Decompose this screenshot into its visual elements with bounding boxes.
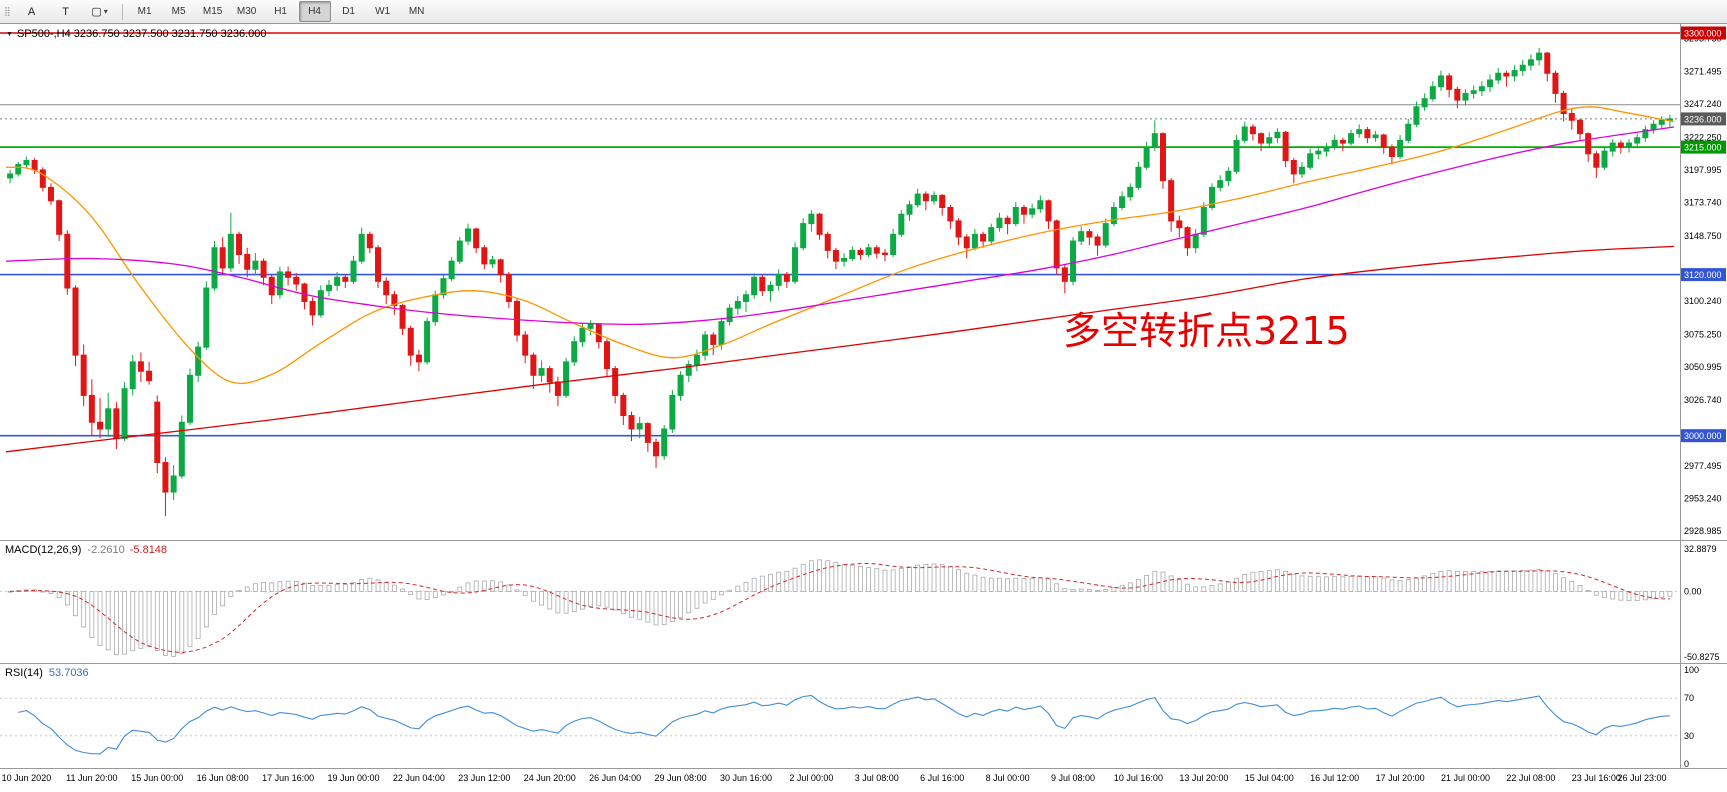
svg-text:3197.995: 3197.995: [1684, 165, 1722, 175]
svg-text:22 Jun 04:00: 22 Jun 04:00: [393, 773, 445, 783]
price-label-boxes: 3300.000 3215.000 3120.000 3000.000 3236.000: [1681, 26, 1726, 443]
svg-text:3215.000: 3215.000: [1684, 143, 1722, 153]
svg-text:100: 100: [1684, 665, 1699, 675]
timeframe-button-m1[interactable]: M1: [137, 6, 152, 17]
svg-text:2953.240: 2953.240: [1684, 493, 1722, 503]
svg-text:32.8879: 32.8879: [1684, 544, 1717, 554]
timeframe-button-m15[interactable]: M15: [202, 6, 223, 17]
price-axis: 3295.7503271.4953247.2403222.2503197.995…: [1684, 34, 1722, 536]
svg-text:23 Jul 16:00: 23 Jul 16:00: [1572, 773, 1621, 783]
text-label-button[interactable]: T: [62, 5, 69, 18]
svg-text:30: 30: [1684, 731, 1694, 741]
svg-text:10 Jul 16:00: 10 Jul 16:00: [1114, 773, 1163, 783]
svg-text:21 Jul 00:00: 21 Jul 00:00: [1441, 773, 1490, 783]
svg-text:3247.240: 3247.240: [1684, 99, 1722, 109]
svg-text:11 Jun 20:00: 11 Jun 20:00: [66, 773, 117, 783]
rsi-panel: 100 70 30 0: [0, 665, 1699, 769]
svg-text:15 Jun 00:00: 15 Jun 00:00: [131, 773, 183, 783]
svg-text:23 Jun 12:00: 23 Jun 12:00: [458, 773, 510, 783]
arrow-text-button[interactable]: A: [27, 5, 36, 18]
moving-averages-layer: [5, 106, 1675, 453]
svg-text:26 Jul 23:00: 26 Jul 23:00: [1617, 773, 1666, 783]
svg-text:3271.495: 3271.495: [1684, 66, 1722, 76]
svg-text:13 Jul 20:00: 13 Jul 20:00: [1179, 773, 1228, 783]
svg-text:16 Jun 08:00: 16 Jun 08:00: [197, 773, 249, 783]
svg-text:3120.000: 3120.000: [1684, 270, 1722, 280]
timeframe-button-d1[interactable]: D1: [342, 6, 355, 17]
svg-text:3173.740: 3173.740: [1684, 197, 1722, 207]
toolbar: ⣿ A T ▢ ▾ M1 M5 M15 M30 H1 H4 D1 W1 MN: [0, 0, 1727, 24]
shapes-dropdown-button[interactable]: ▢ ▾: [84, 1, 116, 22]
svg-text:-50.8275: -50.8275: [1684, 652, 1720, 662]
timeframe-button-m5[interactable]: M5: [171, 6, 186, 17]
timeframe-button-mn[interactable]: MN: [408, 6, 425, 17]
chevron-down-icon: ▾: [103, 7, 108, 16]
svg-text:3100.240: 3100.240: [1684, 296, 1722, 306]
svg-text:9 Jul 08:00: 9 Jul 08:00: [1051, 773, 1095, 783]
toolbar-separator: [121, 3, 123, 20]
panel-frame: [0, 24, 1727, 769]
shapes-icon: ▢: [91, 6, 102, 18]
svg-text:2 Jul 00:00: 2 Jul 00:00: [789, 773, 833, 783]
svg-text:70: 70: [1684, 693, 1694, 703]
svg-text:26 Jun 04:00: 26 Jun 04:00: [589, 773, 641, 783]
toolbar-grip-icon[interactable]: ⣿: [4, 6, 11, 16]
svg-text:2977.495: 2977.495: [1684, 461, 1722, 471]
svg-text:15 Jul 04:00: 15 Jul 04:00: [1245, 773, 1294, 783]
timeframe-button-h1[interactable]: H1: [274, 6, 287, 17]
svg-text:3075.250: 3075.250: [1684, 330, 1722, 340]
svg-text:24 Jun 20:00: 24 Jun 20:00: [524, 773, 576, 783]
svg-text:3 Jul 08:00: 3 Jul 08:00: [855, 773, 899, 783]
candles-layer: [7, 47, 1673, 517]
timeframe-button-h4[interactable]: H4: [298, 1, 331, 22]
timeframe-button-group: M1 M5 M15 M30 H1 H4 D1 W1 MN: [128, 1, 434, 22]
svg-text:16 Jul 12:00: 16 Jul 12:00: [1310, 773, 1359, 783]
time-axis: 10 Jun 2020 11 Jun 20:00 15 Jun 00:00 16 Ju…: [2, 773, 1667, 783]
svg-text:22 Jul 08:00: 22 Jul 08:00: [1506, 773, 1555, 783]
svg-text:6 Jul 16:00: 6 Jul 16:00: [920, 773, 964, 783]
svg-text:10 Jun 2020: 10 Jun 2020: [2, 773, 52, 783]
svg-text:19 Jun 00:00: 19 Jun 00:00: [327, 773, 379, 783]
svg-text:3236.000: 3236.000: [1684, 114, 1722, 124]
macd-panel: 32.8879 0.00 -50.8275: [0, 544, 1720, 662]
svg-text:30 Jun 16:00: 30 Jun 16:00: [720, 773, 772, 783]
svg-text:3222.250: 3222.250: [1684, 132, 1722, 142]
svg-text:17 Jul 20:00: 17 Jul 20:00: [1376, 773, 1425, 783]
svg-text:29 Jun 08:00: 29 Jun 08:00: [655, 773, 707, 783]
svg-text:3148.750: 3148.750: [1684, 231, 1722, 241]
svg-text:2928.985: 2928.985: [1684, 526, 1722, 536]
horizontal-lines-layer: [0, 32, 1680, 437]
svg-text:3050.995: 3050.995: [1684, 362, 1722, 372]
svg-text:3000.000: 3000.000: [1684, 431, 1722, 441]
svg-text:17 Jun 16:00: 17 Jun 16:00: [262, 773, 314, 783]
svg-text:3300.000: 3300.000: [1684, 29, 1722, 39]
timeframe-button-w1[interactable]: W1: [375, 6, 391, 17]
svg-text:3026.740: 3026.740: [1684, 395, 1722, 405]
svg-text:8 Jul 00:00: 8 Jul 00:00: [986, 773, 1030, 783]
svg-text:0.00: 0.00: [1684, 586, 1702, 596]
timeframe-button-m30[interactable]: M30: [236, 6, 257, 17]
svg-text:0: 0: [1684, 759, 1689, 769]
